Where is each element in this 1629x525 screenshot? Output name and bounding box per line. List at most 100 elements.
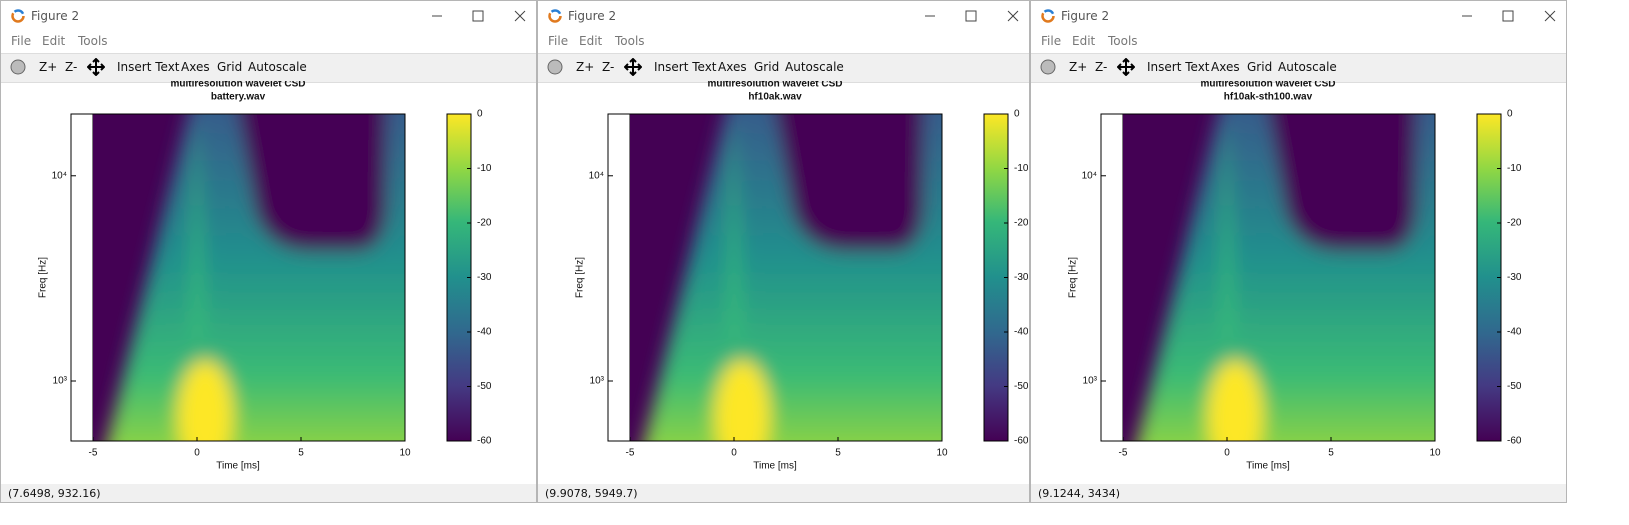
axes-box (1100, 113, 1436, 442)
maximize[interactable] (965, 10, 977, 22)
rotate-button[interactable] (1039, 58, 1057, 76)
plot-title: multiresolution wavelet CSD (707, 81, 842, 90)
close[interactable] (514, 10, 526, 22)
pan-button[interactable] (1117, 58, 1135, 76)
axes-box (70, 113, 406, 442)
close[interactable] (1007, 10, 1019, 22)
menu-item[interactable]: Edit (1072, 34, 1096, 48)
heatmap-notch (1268, 114, 1417, 252)
status-bar: (7.6498, 932.16) (1, 484, 536, 502)
menu-item[interactable]: File (548, 34, 569, 48)
toolbar-button[interactable]: Z+ (576, 60, 595, 74)
figure-window: Figure 2 File Edit Tools Z+ Z- Insert Text Axes… (1030, 0, 1567, 503)
heatmap-peak (177, 359, 234, 441)
x-tick-label: 5 (1328, 448, 1334, 459)
plot-title: multiresolution wavelet CSD (1200, 81, 1335, 90)
colorbar-tick-label: 0 (477, 109, 483, 120)
menu-bar: File Edit Tools (538, 31, 1029, 51)
menu-item[interactable]: Tools (1108, 34, 1138, 48)
x-tick-label: -5 (89, 448, 98, 459)
colorbar-tick-label: -30 (1014, 272, 1029, 283)
colorbar-tick-label: -10 (1014, 163, 1029, 174)
y-tick-label: 10³ (1083, 376, 1098, 387)
toolbar-button[interactable]: Insert Text (1147, 60, 1210, 74)
toolbar: Z+ Z- Insert Text Axes Grid Autoscale (538, 53, 1029, 83)
y-axis-label: Freq [Hz] (575, 257, 586, 298)
x-tick-label: 0 (1224, 448, 1230, 459)
toolbar-button[interactable]: Axes (718, 60, 747, 74)
toolbar-button[interactable]: Insert Text (117, 60, 180, 74)
x-tick-label: 5 (835, 448, 841, 459)
colorbar-tick-label: -30 (477, 272, 492, 283)
menu-item[interactable]: File (1041, 34, 1062, 48)
axes-box (607, 113, 943, 442)
pan-button[interactable] (87, 58, 105, 76)
colorbar-tick-label: -50 (1014, 381, 1029, 392)
toolbar-button[interactable]: Z- (602, 60, 615, 74)
toolbar-button[interactable]: Z- (1095, 60, 1108, 74)
cursor-coordinates: (7.6498, 932.16) (8, 487, 101, 500)
menu-item[interactable]: Tools (615, 34, 645, 48)
toolbar-button[interactable]: Insert Text (654, 60, 717, 74)
status-bar: (9.9078, 5949.7) (538, 484, 1029, 502)
x-axis-label: Time [ms] (753, 461, 797, 472)
toolbar-button[interactable]: Axes (1211, 60, 1240, 74)
colorbar-tick-label: -60 (477, 436, 492, 447)
colorbar-tick-label: 0 (1507, 109, 1513, 120)
window-controls (432, 10, 526, 22)
x-tick-label: -5 (1119, 448, 1128, 459)
toolbar-button[interactable]: Axes (181, 60, 210, 74)
menu-item[interactable]: File (11, 34, 32, 48)
toolbar-button[interactable]: Z+ (39, 60, 58, 74)
toolbar-button[interactable]: Autoscale (248, 60, 307, 74)
icon-ring (1041, 9, 1055, 23)
close[interactable] (1544, 10, 1556, 22)
menu-item[interactable]: Edit (579, 34, 603, 48)
plot-title: battery.wav (211, 92, 266, 103)
y-tick-label: 10³ (590, 376, 605, 387)
y-tick-label: 10⁴ (52, 170, 67, 181)
heatmap-field (644, 114, 942, 441)
pan-icon (87, 58, 105, 76)
x-tick-label: -5 (626, 448, 635, 459)
heatmap (93, 114, 405, 441)
rotate-button[interactable] (9, 58, 27, 76)
colorbar-tick-label: -40 (1014, 327, 1029, 338)
y-tick-label: 10³ (53, 376, 68, 387)
menu-item[interactable]: Tools (78, 34, 108, 48)
toolbar-button[interactable]: Autoscale (785, 60, 844, 74)
cursor-coordinates: (9.1244, 3434) (1038, 487, 1121, 500)
x-axis-label: Time [ms] (216, 461, 260, 472)
colorbar-tick-label: -20 (477, 218, 492, 229)
colorbar-tick-label: -10 (477, 163, 492, 174)
menu-item[interactable]: Edit (42, 34, 66, 48)
pan-button[interactable] (624, 58, 642, 76)
rotate-button[interactable] (546, 58, 564, 76)
toolbar-button[interactable]: Grid (1247, 60, 1273, 74)
menu-bar: File Edit Tools (1, 31, 536, 51)
toolbar-button[interactable]: Z- (65, 60, 78, 74)
toolbar-button[interactable]: Grid (217, 60, 243, 74)
figure-window: Figure 2 File Edit Tools Z+ Z- Insert Text Axes… (537, 0, 1030, 503)
x-tick-label: 10 (1429, 448, 1441, 459)
toolbar-button[interactable]: Autoscale (1278, 60, 1337, 74)
window-title: Figure 2 (1061, 9, 1110, 23)
heatmap-field (1137, 114, 1435, 441)
rotate-icon (1040, 59, 1056, 75)
axes-strip (70, 113, 94, 442)
heatmap-peak (1207, 359, 1264, 441)
heatmap-ridge (726, 114, 743, 343)
toolbar-button[interactable]: Z+ (1069, 60, 1088, 74)
maximize[interactable] (1502, 10, 1514, 22)
window-title: Figure 2 (31, 9, 80, 23)
toolbar-button[interactable]: Grid (754, 60, 780, 74)
maximize[interactable] (472, 10, 484, 22)
icon-ring (548, 9, 562, 23)
icon-ring (11, 9, 25, 23)
heatmap-peak (714, 359, 771, 441)
colorbar-tick-label: -20 (1014, 218, 1029, 229)
plot-title: hf10ak-sth100.wav (1224, 92, 1313, 103)
title-bar: Figure 2 (538, 1, 1029, 31)
menu-bar: File Edit Tools (1031, 31, 1566, 51)
